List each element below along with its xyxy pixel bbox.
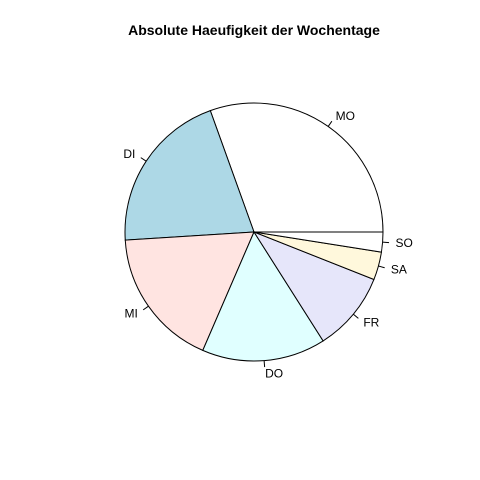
label-tick-mi xyxy=(142,305,149,311)
slice-label-so: SO xyxy=(395,236,412,250)
label-tick-do xyxy=(263,360,266,368)
slice-label-sa: SA xyxy=(391,262,407,276)
slice-label-do: DO xyxy=(265,366,283,380)
label-tick-mo xyxy=(327,120,333,127)
label-tick-fr xyxy=(353,313,359,319)
slice-label-mi: MI xyxy=(125,307,138,321)
pie-slice-mo xyxy=(209,102,384,233)
pie-slices xyxy=(124,102,384,362)
slice-label-fr: FR xyxy=(363,315,379,329)
label-tick-so xyxy=(382,241,390,244)
label-tick-sa xyxy=(378,265,385,269)
pie-slice-fr xyxy=(252,230,375,342)
slice-label-di: DI xyxy=(123,147,135,161)
slice-label-mo: MO xyxy=(336,109,355,123)
pie-labels: MO DI MI DO FR SA SO xyxy=(123,109,412,381)
pie-slice-do xyxy=(202,230,324,362)
pie-slice-di xyxy=(124,109,255,241)
label-tick-di xyxy=(140,157,147,162)
pie-slice-mi xyxy=(124,231,255,352)
chart-title: Absolute Haeufigkeit der Wochentage xyxy=(128,22,380,38)
